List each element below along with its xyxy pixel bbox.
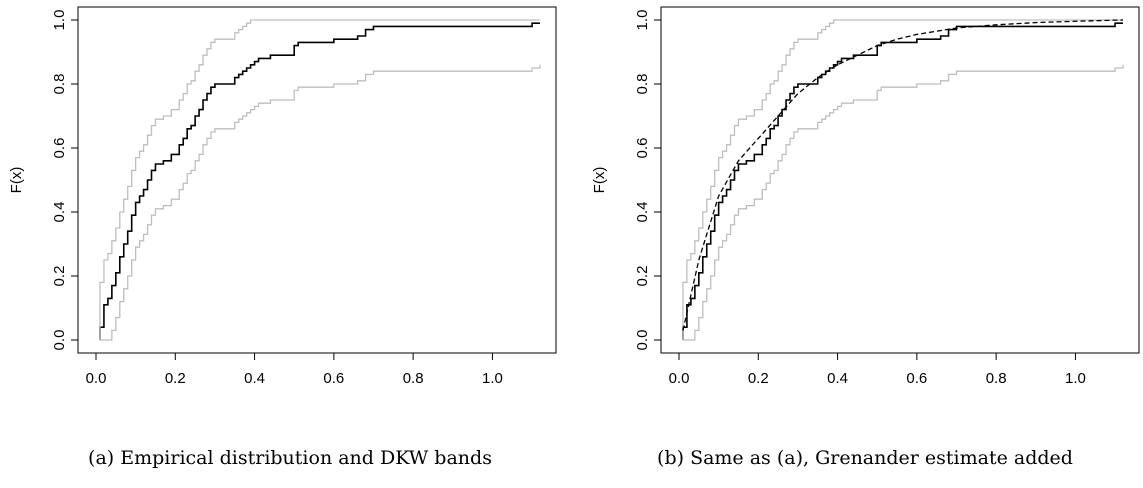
y-tick-label: 0.8 (51, 74, 68, 95)
x-tick-label: 1.0 (1065, 370, 1086, 387)
x-tick-label: 0.4 (827, 370, 848, 387)
x-tick-label: 0.6 (323, 370, 344, 387)
y-tick-label: 0.6 (51, 138, 68, 159)
chart-b: 0.00.20.40.60.81.00.00.20.40.60.81.0 x F… (591, 6, 1140, 387)
series-grenander (682, 19, 1124, 331)
y-tick-label: 1.0 (51, 10, 68, 31)
y-axis: 0.0 0.2 0.4 0.6 0.8 1.0 (634, 10, 661, 351)
x-tick-label: 0.0 (86, 370, 107, 387)
x-tick-label: 1.0 (482, 370, 503, 387)
x-tick-label: 0.2 (748, 370, 769, 387)
y-tick-label: 0.0 (51, 330, 68, 351)
series-dkw-upper (682, 19, 1123, 340)
y-tick-label: 0.0 (634, 330, 651, 351)
x-tick-label: 0.8 (403, 370, 424, 387)
caption-a: (a) Empirical distribution and DKW bands (88, 447, 492, 469)
x-axis: 0.0 0.2 0.4 0.6 0.8 1.0 (669, 352, 1086, 387)
y-axis: 0.0 0.2 0.4 0.6 0.8 1.0 (51, 10, 78, 351)
y-tick-label: 0.8 (634, 74, 651, 95)
y-tick-label: 1.0 (634, 10, 651, 31)
y-tick-label: 0.2 (634, 266, 651, 287)
series-ecdf (99, 22, 540, 340)
plot-area-a: 0.0 0.2 0.4 0.6 0.8 1.0 0.0 0.2 0.4 0.6 0.8 1.0 (51, 6, 557, 387)
x-axis: 0.0 0.2 0.4 0.6 0.8 1.0 (86, 352, 503, 387)
y-axis-label-a: F(x) (8, 167, 25, 194)
plot-area-b: 0.0 0.2 0.4 0.6 0.8 1.0 0.0 0.2 0.4 0.6 0.8 1.0 (634, 6, 1140, 387)
y-tick-label: 0.4 (634, 202, 651, 223)
chart-a: 0.00.20.40.60.81.00.00.20.40.60.81.0 x F… (8, 6, 557, 387)
x-tick-label: 0.0 (669, 370, 690, 387)
y-tick-label: 0.2 (51, 266, 68, 287)
series-dkw-lower (682, 64, 1124, 341)
series-dkw-upper (99, 19, 540, 340)
caption-b: (b) Same as (a), Grenander estimate adde… (657, 447, 1073, 469)
series-dkw-lower (99, 64, 541, 341)
y-axis-label-b: F(x) (591, 167, 608, 194)
x-tick-label: 0.2 (165, 370, 186, 387)
x-tick-label: 0.4 (244, 370, 265, 387)
y-tick-label: 0.6 (634, 138, 651, 159)
x-tick-label: 0.6 (906, 370, 927, 387)
x-tick-label: 0.8 (986, 370, 1007, 387)
y-tick-label: 0.4 (51, 202, 68, 223)
